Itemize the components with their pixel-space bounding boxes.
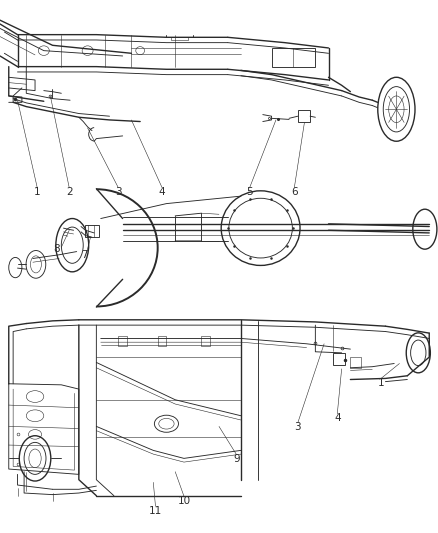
Bar	[333, 353, 345, 365]
Text: 9: 9	[233, 455, 240, 464]
Bar	[350, 357, 361, 368]
Bar	[118, 336, 127, 346]
Bar	[272, 48, 315, 67]
Text: 7: 7	[81, 250, 88, 260]
Text: 8: 8	[53, 245, 60, 254]
Text: 10: 10	[177, 496, 191, 506]
Text: 5: 5	[246, 187, 253, 197]
Bar	[298, 110, 310, 122]
Bar	[201, 336, 210, 346]
Bar	[158, 336, 166, 346]
Text: 1: 1	[378, 378, 385, 387]
Text: 11: 11	[149, 506, 162, 515]
Text: 3: 3	[294, 423, 301, 432]
Text: 1: 1	[34, 187, 41, 197]
Bar	[85, 225, 99, 237]
Text: 6: 6	[291, 187, 298, 197]
Text: 3: 3	[115, 187, 122, 197]
Text: 4: 4	[159, 187, 166, 197]
Text: 2: 2	[66, 187, 73, 197]
Text: 4: 4	[334, 414, 341, 423]
